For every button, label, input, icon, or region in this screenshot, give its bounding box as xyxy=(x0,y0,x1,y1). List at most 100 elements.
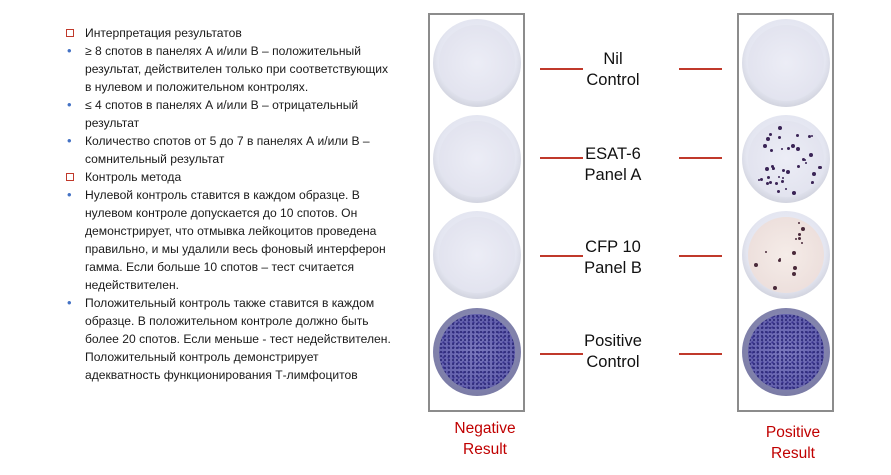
caption-line2: Result xyxy=(463,441,507,458)
spot xyxy=(772,166,776,170)
item-text: Количество спотов от 5 до 7 в панелях А … xyxy=(85,134,370,166)
heading-method-control: Контроль метода xyxy=(66,168,396,186)
spot xyxy=(785,188,788,191)
well-nil-negative xyxy=(433,19,521,107)
spot xyxy=(790,143,795,148)
interpretation-text: Интерпретация результатов • ≥ 8 спотов в… xyxy=(66,24,396,384)
spot xyxy=(805,162,808,165)
spot xyxy=(779,257,782,260)
negative-result-caption: Negative Result xyxy=(436,418,534,460)
well-esat6-positive xyxy=(742,115,830,203)
spot xyxy=(798,222,801,225)
spot xyxy=(764,250,767,253)
label-esat6-panel-a: ESAT-6 Panel A xyxy=(558,144,668,186)
bullet-borderline-criterion: • Количество спотов от 5 до 7 в панелях … xyxy=(66,132,396,168)
label-positive-control: Positive Control xyxy=(558,331,668,373)
spot xyxy=(786,169,790,174)
spot-cluster xyxy=(742,211,830,299)
spot xyxy=(768,133,772,137)
dot-bullet-icon: • xyxy=(67,133,72,148)
bullet-positive-criterion: • ≥ 8 спотов в панелях А и/или В – полож… xyxy=(66,42,396,96)
connector-line xyxy=(679,157,722,159)
spot xyxy=(792,272,797,277)
spot-cluster xyxy=(742,115,830,203)
spot xyxy=(780,179,784,183)
square-bullet-icon xyxy=(66,29,74,37)
spot xyxy=(760,178,764,182)
spot xyxy=(765,137,770,142)
spot xyxy=(757,178,760,181)
dot-bullet-icon: • xyxy=(67,295,72,310)
spot xyxy=(793,265,798,270)
bullet-negative-criterion: • ≤ 4 спотов в панелях А и/или В – отриц… xyxy=(66,96,396,132)
spot xyxy=(778,135,782,139)
spot xyxy=(778,176,781,179)
spot xyxy=(770,148,774,152)
bullet-positive-control: • Положительный контроль также ставится … xyxy=(66,294,396,384)
item-text: ≥ 8 спотов в панелях А и/или В – положит… xyxy=(85,44,389,94)
spot xyxy=(797,232,801,236)
spot xyxy=(807,134,811,138)
well-positive-control-positive xyxy=(742,308,830,396)
well-positive-control-negative xyxy=(433,308,521,396)
spot xyxy=(798,236,802,240)
item-text: Положительный контроль также ставится в … xyxy=(85,296,391,382)
caption-line1: Positive xyxy=(765,424,821,441)
spot xyxy=(792,251,797,256)
spot xyxy=(777,259,781,263)
bullet-nil-control: • Нулевой контроль ставится в каждом обр… xyxy=(66,186,396,294)
spot xyxy=(812,171,817,176)
spot xyxy=(804,159,807,162)
connector-line xyxy=(679,353,722,355)
spot xyxy=(767,176,771,180)
connector-line xyxy=(540,255,583,257)
caption-line2: Result xyxy=(771,445,815,462)
well-cfp10-negative xyxy=(433,211,521,299)
connector-line xyxy=(540,157,583,159)
spot xyxy=(796,133,800,137)
well-nil-positive xyxy=(742,19,830,107)
spot xyxy=(780,147,783,150)
spot xyxy=(809,152,814,157)
spot xyxy=(810,180,814,184)
spot xyxy=(772,286,777,291)
spot xyxy=(818,166,822,170)
dot-bullet-icon: • xyxy=(67,43,72,58)
spot xyxy=(770,164,774,168)
connector-line xyxy=(679,255,722,257)
spot xyxy=(792,192,795,195)
label-nil-control: Nil Control xyxy=(558,49,668,91)
connector-line xyxy=(540,353,583,355)
heading-interpretation: Интерпретация результатов xyxy=(66,24,396,42)
spot xyxy=(768,181,772,185)
positive-result-strip xyxy=(737,13,834,412)
item-text: ≤ 4 спотов в панелях А и/или В – отрицат… xyxy=(85,98,359,130)
label-line1: Nil xyxy=(603,50,623,68)
label-line2: Panel A xyxy=(584,166,642,184)
dot-bullet-icon: • xyxy=(67,97,72,112)
label-cfp10-panel-b: CFP 10 Panel B xyxy=(558,237,668,279)
positive-result-caption: Positive Result xyxy=(738,422,848,464)
spot xyxy=(797,165,801,169)
spot xyxy=(795,146,800,151)
label-line1: ESAT-6 xyxy=(585,145,641,163)
spot xyxy=(787,146,791,150)
item-text: Нулевой контроль ставится в каждом образ… xyxy=(85,188,386,292)
square-bullet-icon xyxy=(66,173,74,181)
spot xyxy=(781,177,784,180)
label-line1: CFP 10 xyxy=(585,238,641,256)
label-line2: Control xyxy=(586,353,640,371)
dot-bullet-icon: • xyxy=(67,187,72,202)
spot xyxy=(801,157,805,161)
spot xyxy=(801,226,806,231)
spot xyxy=(771,168,774,171)
spot xyxy=(800,241,803,244)
spot xyxy=(810,135,813,138)
spot xyxy=(754,262,759,267)
spot xyxy=(762,143,767,148)
well-cfp10-positive xyxy=(742,211,830,299)
spot xyxy=(777,125,782,130)
negative-result-strip xyxy=(428,13,525,412)
well-esat6-negative xyxy=(433,115,521,203)
label-line2: Control xyxy=(586,71,640,89)
